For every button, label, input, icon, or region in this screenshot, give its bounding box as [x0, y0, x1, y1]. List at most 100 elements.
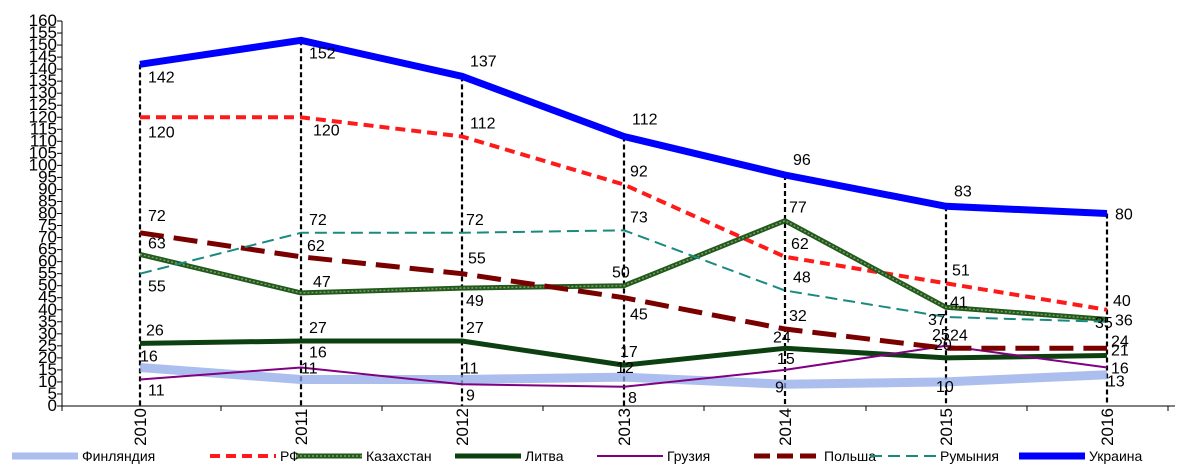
data-label: 9	[466, 387, 475, 404]
y-tick-label: 125	[29, 95, 57, 114]
y-tick-label: 145	[29, 47, 57, 66]
data-label: 27	[309, 320, 327, 337]
data-label: 137	[470, 53, 497, 70]
data-label: 26	[146, 322, 164, 339]
legend-label: Румыния	[940, 448, 999, 464]
legend-item: Польша	[754, 448, 876, 464]
x-tick-label: 2016	[1098, 408, 1117, 446]
series-line	[139, 36, 1108, 217]
y-tick-label: 5	[48, 384, 57, 403]
series-3	[139, 218, 1108, 322]
data-label: 16	[140, 349, 158, 366]
y-tick-label: 30	[38, 324, 57, 343]
y-tick-label: 105	[29, 143, 57, 162]
data-label: 80	[1115, 207, 1133, 224]
data-label: 13	[1107, 374, 1125, 391]
data-label: 9	[775, 379, 784, 396]
x-tick-label: 2013	[615, 408, 634, 446]
legend-label: Украина	[1089, 448, 1143, 464]
data-label: 142	[148, 69, 175, 86]
x-tick-label: 2011	[292, 409, 311, 446]
y-tick-label: 20	[38, 348, 57, 367]
legend-item: Украина	[1019, 448, 1143, 464]
series-line	[139, 338, 1108, 368]
data-label: 12	[616, 360, 634, 377]
data-label: 27	[466, 320, 484, 337]
legend-label: Польша	[824, 448, 876, 464]
legend-item: РФ	[210, 448, 300, 464]
series-line	[139, 229, 1108, 323]
y-tick-label: 140	[29, 59, 57, 78]
data-label: 24	[950, 327, 968, 344]
data-label: 15	[777, 351, 795, 368]
data-label: 11	[462, 361, 479, 378]
y-tick-label: 90	[38, 179, 57, 198]
y-tick-label: 115	[30, 119, 57, 138]
data-label: 72	[309, 212, 327, 229]
data-label: 96	[793, 152, 811, 169]
data-label: 72	[148, 208, 166, 225]
data-label: 120	[313, 122, 340, 139]
legend-item: Литва	[455, 448, 564, 464]
legend-label: Грузия	[667, 448, 710, 464]
legend-item: Румыния	[870, 448, 999, 464]
data-label: 17	[620, 344, 638, 361]
y-tick-label: 130	[29, 83, 57, 102]
y-tick-label: 135	[29, 71, 57, 90]
y-tick-label: 85	[38, 191, 57, 210]
y-tick-label: 35	[38, 312, 57, 331]
data-label: 16	[309, 345, 327, 362]
data-label: 32	[789, 308, 807, 325]
data-label: 48	[793, 270, 811, 287]
y-tick-label: 75	[38, 216, 57, 235]
y-tick-label: 70	[38, 228, 57, 247]
series-7	[139, 229, 1108, 323]
y-tick-label: 160	[29, 11, 57, 30]
legend-label: Казахстан	[366, 448, 432, 464]
y-tick-label: 60	[38, 252, 57, 271]
series-line-pattern	[139, 219, 1108, 321]
x-tick-label: 2010	[131, 408, 150, 446]
data-label: 8	[628, 390, 637, 407]
legend-item: Казахстан	[296, 448, 432, 464]
data-label: 10	[936, 379, 954, 396]
y-tick-label: 95	[38, 167, 57, 186]
data-label: 36	[1115, 312, 1133, 329]
data-label: 25	[932, 327, 950, 344]
y-tick-label: 45	[38, 288, 57, 307]
y-tick-label: 50	[38, 276, 57, 295]
y-tick-label: 40	[38, 300, 57, 319]
y-tick-label: 155	[29, 23, 57, 42]
data-label: 55	[468, 251, 486, 268]
data-label: 83	[954, 183, 972, 200]
data-label: 49	[466, 293, 484, 310]
data-label: 73	[630, 209, 648, 226]
data-label: 72	[466, 212, 484, 229]
legend-item: Грузия	[597, 448, 710, 464]
data-label: 51	[952, 262, 970, 279]
series-line	[139, 344, 1108, 388]
y-tick-label: 0	[48, 396, 57, 415]
legend: Финляндия РФ Казахстан Литва Грузия Польша Рум…	[12, 448, 1143, 464]
legend-label: РФ	[280, 448, 300, 464]
x-tick-label: 2012	[453, 408, 472, 446]
y-tick-label: 25	[38, 336, 57, 355]
data-label: 112	[632, 112, 658, 129]
data-label: 11	[148, 383, 165, 400]
y-tick-label: 10	[38, 372, 57, 391]
series-line	[139, 230, 1107, 351]
legend-label: Литва	[525, 448, 564, 464]
y-tick-label: 55	[38, 264, 57, 283]
series-8	[139, 36, 1108, 217]
series-6	[139, 230, 1107, 351]
data-label: 62	[307, 238, 325, 255]
data-label: 40	[1113, 293, 1131, 310]
data-label: 92	[630, 164, 648, 181]
data-label: 35	[1095, 315, 1113, 332]
y-tick-label: 15	[38, 360, 57, 379]
data-label: 62	[791, 236, 809, 253]
x-tick-label: 2014	[776, 408, 795, 446]
data-label: 45	[630, 307, 648, 324]
